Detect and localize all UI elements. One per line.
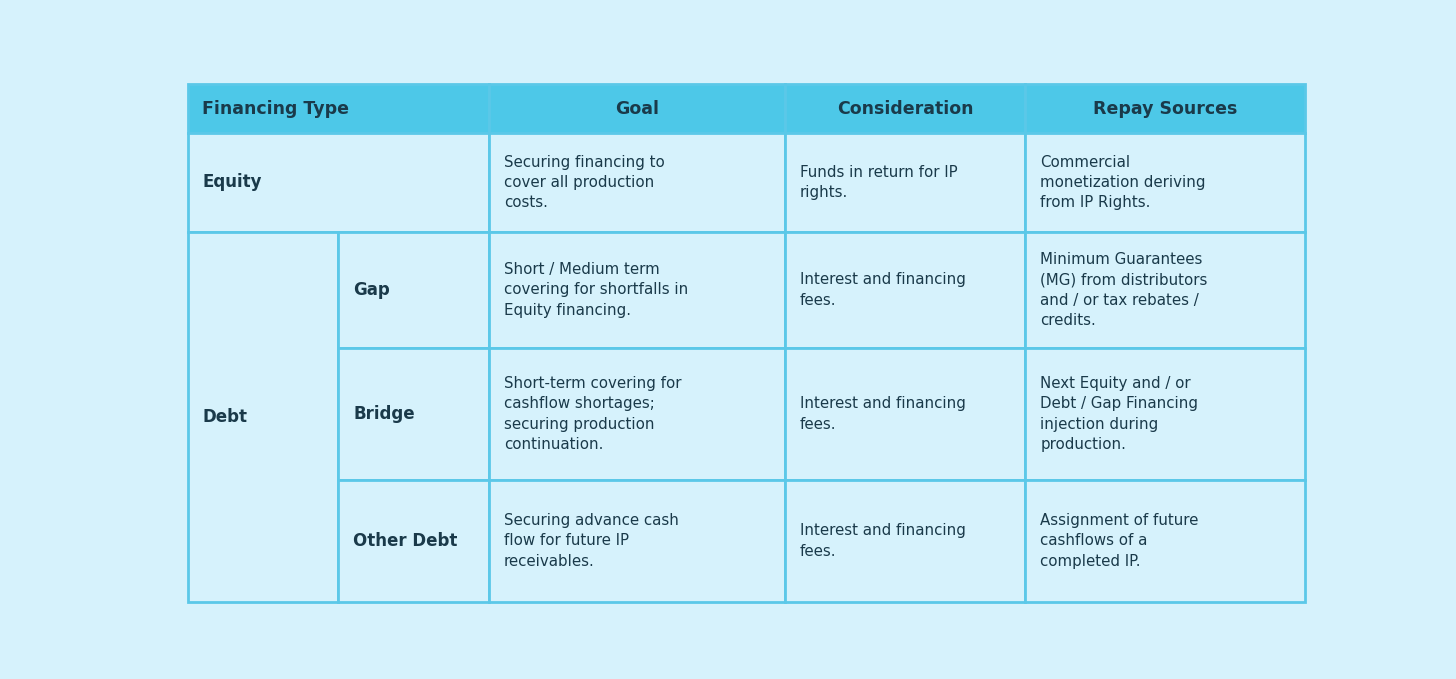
Text: Interest and financing
fees.: Interest and financing fees.: [799, 524, 965, 559]
Bar: [188, 133, 489, 232]
Bar: [1025, 84, 1305, 133]
Text: Interest and financing
fees.: Interest and financing fees.: [799, 272, 965, 308]
Bar: [1025, 348, 1305, 480]
Bar: [489, 480, 785, 602]
Text: Consideration: Consideration: [837, 100, 974, 117]
Bar: [785, 232, 1025, 348]
Text: Repay Sources: Repay Sources: [1093, 100, 1238, 117]
Bar: [489, 348, 785, 480]
Text: Securing financing to
cover all production
costs.: Securing financing to cover all producti…: [504, 155, 665, 210]
Bar: [489, 133, 785, 232]
Bar: [338, 348, 489, 480]
Text: Gap: Gap: [354, 281, 390, 299]
Bar: [1025, 480, 1305, 602]
Text: Goal: Goal: [616, 100, 660, 117]
Text: Debt: Debt: [202, 407, 248, 426]
Bar: [785, 133, 1025, 232]
Text: Assignment of future
cashflows of a
completed IP.: Assignment of future cashflows of a comp…: [1040, 513, 1198, 569]
Text: Funds in return for IP
rights.: Funds in return for IP rights.: [799, 165, 958, 200]
Bar: [785, 480, 1025, 602]
Bar: [1025, 133, 1305, 232]
Bar: [785, 84, 1025, 133]
Text: Equity: Equity: [202, 173, 262, 191]
Text: Short / Medium term
covering for shortfalls in
Equity financing.: Short / Medium term covering for shortfa…: [504, 262, 689, 318]
Bar: [338, 480, 489, 602]
Text: Short-term covering for
cashflow shortages;
securing production
continuation.: Short-term covering for cashflow shortag…: [504, 376, 681, 452]
Bar: [489, 232, 785, 348]
Text: Bridge: Bridge: [354, 405, 415, 423]
Text: Securing advance cash
flow for future IP
receivables.: Securing advance cash flow for future IP…: [504, 513, 678, 569]
Bar: [188, 232, 338, 602]
Text: Minimum Guarantees
(MG) from distributors
and / or tax rebates /
credits.: Minimum Guarantees (MG) from distributor…: [1040, 252, 1207, 328]
Bar: [1025, 232, 1305, 348]
Bar: [489, 84, 785, 133]
Text: Other Debt: Other Debt: [354, 532, 457, 550]
Text: Interest and financing
fees.: Interest and financing fees.: [799, 397, 965, 432]
Text: Financing Type: Financing Type: [202, 100, 349, 117]
Bar: [188, 84, 489, 133]
Bar: [785, 348, 1025, 480]
Bar: [338, 232, 489, 348]
Text: Next Equity and / or
Debt / Gap Financing
injection during
production.: Next Equity and / or Debt / Gap Financin…: [1040, 376, 1198, 452]
Text: Commercial
monetization deriving
from IP Rights.: Commercial monetization deriving from IP…: [1040, 155, 1206, 210]
